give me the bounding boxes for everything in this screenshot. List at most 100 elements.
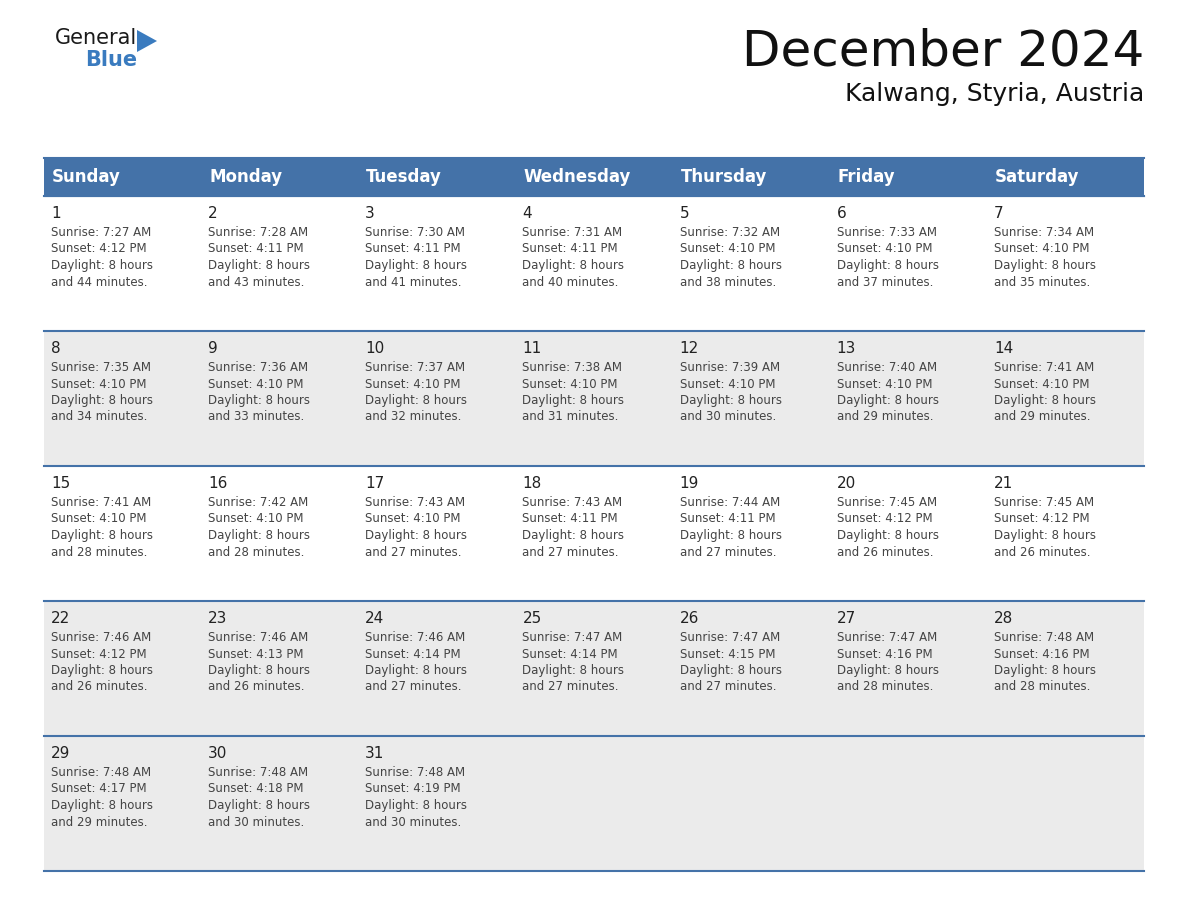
Text: Sunrise: 7:34 AM: Sunrise: 7:34 AM [994, 226, 1094, 239]
Text: 4: 4 [523, 206, 532, 221]
Text: Daylight: 8 hours: Daylight: 8 hours [836, 664, 939, 677]
Text: and 29 minutes.: and 29 minutes. [836, 410, 934, 423]
Text: 7: 7 [994, 206, 1004, 221]
Text: Sunset: 4:18 PM: Sunset: 4:18 PM [208, 782, 304, 796]
Text: Sunrise: 7:44 AM: Sunrise: 7:44 AM [680, 496, 779, 509]
Bar [829, 158, 987, 196]
Text: and 28 minutes.: and 28 minutes. [836, 680, 933, 693]
Text: Sunset: 4:12 PM: Sunset: 4:12 PM [51, 242, 146, 255]
Text: Saturday: Saturday [994, 168, 1080, 186]
Text: 13: 13 [836, 341, 857, 356]
Text: and 38 minutes.: and 38 minutes. [680, 275, 776, 288]
Text: Sunrise: 7:31 AM: Sunrise: 7:31 AM [523, 226, 623, 239]
Text: Sunrise: 7:41 AM: Sunrise: 7:41 AM [51, 496, 151, 509]
Text: Daylight: 8 hours: Daylight: 8 hours [680, 259, 782, 272]
Text: and 29 minutes.: and 29 minutes. [994, 410, 1091, 423]
Text: Daylight: 8 hours: Daylight: 8 hours [51, 259, 153, 272]
Text: Kalwang, Styria, Austria: Kalwang, Styria, Austria [845, 82, 1144, 106]
Text: Sunset: 4:19 PM: Sunset: 4:19 PM [365, 782, 461, 796]
Text: Sunrise: 7:48 AM: Sunrise: 7:48 AM [208, 766, 308, 779]
Text: Daylight: 8 hours: Daylight: 8 hours [365, 529, 467, 542]
Text: and 28 minutes.: and 28 minutes. [51, 545, 147, 558]
Text: and 27 minutes.: and 27 minutes. [680, 680, 776, 693]
Text: 15: 15 [51, 476, 70, 491]
Text: 20: 20 [836, 476, 857, 491]
Text: 3: 3 [365, 206, 375, 221]
Text: and 43 minutes.: and 43 minutes. [208, 275, 304, 288]
Text: and 26 minutes.: and 26 minutes. [51, 680, 147, 693]
Text: Sunset: 4:10 PM: Sunset: 4:10 PM [836, 242, 933, 255]
Text: Sunset: 4:12 PM: Sunset: 4:12 PM [836, 512, 933, 525]
Text: Daylight: 8 hours: Daylight: 8 hours [994, 664, 1095, 677]
Text: Daylight: 8 hours: Daylight: 8 hours [836, 259, 939, 272]
Text: Sunrise: 7:43 AM: Sunrise: 7:43 AM [365, 496, 466, 509]
Text: and 27 minutes.: and 27 minutes. [365, 680, 462, 693]
Text: Sunrise: 7:48 AM: Sunrise: 7:48 AM [994, 631, 1094, 644]
Text: Sunrise: 7:43 AM: Sunrise: 7:43 AM [523, 496, 623, 509]
Text: Sunrise: 7:37 AM: Sunrise: 7:37 AM [365, 361, 466, 374]
Text: 30: 30 [208, 746, 228, 761]
Text: and 26 minutes.: and 26 minutes. [208, 680, 304, 693]
Text: and 37 minutes.: and 37 minutes. [836, 275, 933, 288]
Bar [359, 158, 516, 196]
Text: Daylight: 8 hours: Daylight: 8 hours [680, 664, 782, 677]
Text: and 32 minutes.: and 32 minutes. [365, 410, 462, 423]
Text: Daylight: 8 hours: Daylight: 8 hours [208, 799, 310, 812]
Text: Sunset: 4:12 PM: Sunset: 4:12 PM [994, 512, 1089, 525]
Text: Daylight: 8 hours: Daylight: 8 hours [680, 529, 782, 542]
Text: Sunset: 4:10 PM: Sunset: 4:10 PM [836, 377, 933, 390]
Text: and 30 minutes.: and 30 minutes. [208, 815, 304, 829]
Text: Sunset: 4:11 PM: Sunset: 4:11 PM [365, 242, 461, 255]
Text: Sunrise: 7:32 AM: Sunrise: 7:32 AM [680, 226, 779, 239]
Text: Sunrise: 7:36 AM: Sunrise: 7:36 AM [208, 361, 308, 374]
Text: 11: 11 [523, 341, 542, 356]
Text: 2: 2 [208, 206, 217, 221]
Text: Daylight: 8 hours: Daylight: 8 hours [365, 259, 467, 272]
Text: and 27 minutes.: and 27 minutes. [523, 545, 619, 558]
Text: Sunset: 4:10 PM: Sunset: 4:10 PM [994, 242, 1089, 255]
Text: Daylight: 8 hours: Daylight: 8 hours [208, 259, 310, 272]
Text: Daylight: 8 hours: Daylight: 8 hours [208, 394, 310, 407]
Text: Blue: Blue [86, 50, 137, 70]
Text: Thursday: Thursday [681, 168, 767, 186]
Text: Sunrise: 7:35 AM: Sunrise: 7:35 AM [51, 361, 151, 374]
Text: Daylight: 8 hours: Daylight: 8 hours [836, 529, 939, 542]
Text: and 40 minutes.: and 40 minutes. [523, 275, 619, 288]
Text: and 27 minutes.: and 27 minutes. [680, 545, 776, 558]
Text: Sunrise: 7:48 AM: Sunrise: 7:48 AM [51, 766, 151, 779]
Bar [44, 331, 1144, 466]
Text: Sunset: 4:14 PM: Sunset: 4:14 PM [365, 647, 461, 660]
Bar [672, 158, 829, 196]
Text: 22: 22 [51, 611, 70, 626]
Text: Sunset: 4:10 PM: Sunset: 4:10 PM [208, 377, 304, 390]
Text: Sunset: 4:16 PM: Sunset: 4:16 PM [994, 647, 1089, 660]
Text: Daylight: 8 hours: Daylight: 8 hours [365, 394, 467, 407]
Text: Daylight: 8 hours: Daylight: 8 hours [680, 394, 782, 407]
Text: Sunrise: 7:46 AM: Sunrise: 7:46 AM [51, 631, 151, 644]
Text: and 28 minutes.: and 28 minutes. [994, 680, 1091, 693]
Bar [987, 158, 1144, 196]
Text: Sunset: 4:11 PM: Sunset: 4:11 PM [208, 242, 304, 255]
Text: Wednesday: Wednesday [524, 168, 631, 186]
Text: 14: 14 [994, 341, 1013, 356]
Text: Sunrise: 7:47 AM: Sunrise: 7:47 AM [680, 631, 779, 644]
Bar [44, 158, 201, 196]
Text: Sunrise: 7:39 AM: Sunrise: 7:39 AM [680, 361, 779, 374]
Text: Sunrise: 7:30 AM: Sunrise: 7:30 AM [365, 226, 466, 239]
Text: 8: 8 [51, 341, 61, 356]
Text: 17: 17 [365, 476, 385, 491]
Text: Sunset: 4:10 PM: Sunset: 4:10 PM [994, 377, 1089, 390]
Text: 10: 10 [365, 341, 385, 356]
Text: Sunrise: 7:46 AM: Sunrise: 7:46 AM [365, 631, 466, 644]
Text: Daylight: 8 hours: Daylight: 8 hours [51, 664, 153, 677]
Text: Sunset: 4:10 PM: Sunset: 4:10 PM [365, 512, 461, 525]
Bar [516, 158, 672, 196]
Text: Monday: Monday [209, 168, 283, 186]
Text: 21: 21 [994, 476, 1013, 491]
Text: and 44 minutes.: and 44 minutes. [51, 275, 147, 288]
Text: Sunset: 4:10 PM: Sunset: 4:10 PM [51, 377, 146, 390]
Text: 18: 18 [523, 476, 542, 491]
Text: Sunset: 4:10 PM: Sunset: 4:10 PM [51, 512, 146, 525]
Text: Sunrise: 7:47 AM: Sunrise: 7:47 AM [523, 631, 623, 644]
Text: Sunset: 4:11 PM: Sunset: 4:11 PM [523, 512, 618, 525]
